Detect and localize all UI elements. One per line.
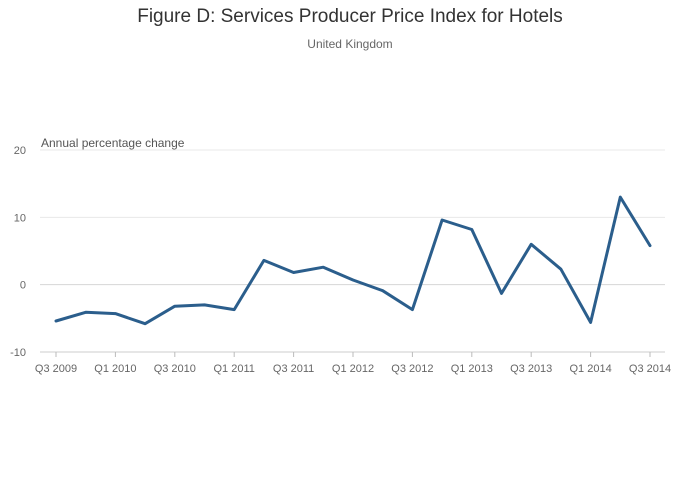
x-tick-label: Q1 2011 — [214, 363, 255, 375]
data-point — [381, 289, 384, 292]
data-point — [530, 243, 533, 246]
x-tick-label: Q1 2010 — [94, 363, 136, 375]
data-point — [292, 271, 295, 274]
y-tick-label: 20 — [14, 145, 26, 157]
x-tick-label: Q3 2013 — [510, 363, 552, 375]
y-axis-label: Annual percentage change — [41, 136, 185, 150]
data-point — [322, 265, 325, 269]
data-point — [351, 278, 355, 282]
x-tick-label: Q3 2010 — [154, 363, 196, 375]
data-point — [470, 228, 473, 231]
data-point — [262, 259, 266, 262]
x-tick-label: Q1 2014 — [569, 363, 611, 375]
data-point — [411, 308, 414, 311]
data-point — [559, 267, 563, 271]
gridlines — [40, 149, 665, 353]
series-line — [54, 195, 652, 326]
y-axis-ticks: -10 0 10 20 — [10, 145, 26, 359]
data-point — [440, 218, 444, 222]
chart-title: Figure D: Services Producer Price Index … — [137, 6, 563, 27]
data-point — [233, 308, 236, 311]
x-tick-label: Q3 2012 — [391, 363, 433, 375]
data-point — [589, 321, 592, 324]
data-point — [114, 312, 117, 315]
x-tick-label: Q1 2012 — [332, 363, 374, 375]
y-tick-label: -10 — [10, 347, 26, 359]
data-point — [143, 322, 147, 325]
data-point — [500, 292, 503, 295]
data-point — [54, 319, 58, 323]
data-point — [648, 244, 652, 247]
x-tick-label: Q3 2014 — [629, 363, 671, 375]
x-tick-label: Q3 2009 — [35, 363, 77, 375]
y-tick-label: 0 — [20, 280, 26, 292]
x-tick-label: Q1 2013 — [451, 363, 493, 375]
data-point — [619, 195, 622, 199]
x-axis: Q3 2009 Q1 2010 Q3 2010 Q1 2011 Q3 2011 Q1 20… — [35, 351, 671, 375]
chart-subtitle: United Kingdom — [307, 37, 393, 51]
y-tick-label: 10 — [14, 212, 26, 224]
data-point — [173, 305, 176, 308]
x-tick-label: Q3 2011 — [273, 363, 314, 375]
data-point — [84, 311, 87, 314]
series-group — [54, 195, 652, 326]
data-point — [203, 303, 206, 307]
